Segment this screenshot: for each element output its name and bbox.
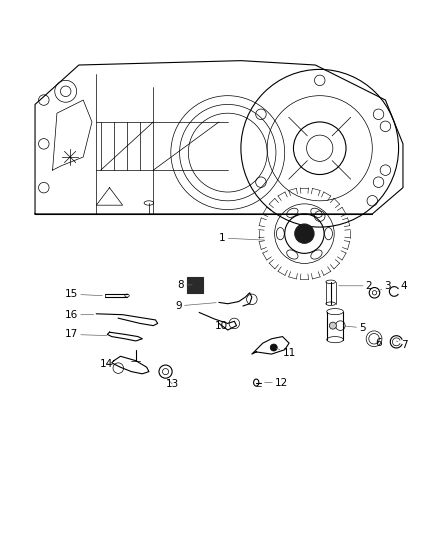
Text: 2: 2: [339, 281, 372, 291]
Text: 10: 10: [215, 321, 228, 330]
Text: 15: 15: [65, 289, 102, 299]
Text: 3: 3: [378, 281, 391, 292]
Text: 5: 5: [343, 323, 366, 333]
Text: 14: 14: [100, 359, 113, 369]
Text: 11: 11: [276, 348, 296, 358]
Text: 7: 7: [396, 341, 407, 350]
Text: 8: 8: [177, 280, 192, 290]
Circle shape: [270, 344, 277, 351]
Text: 12: 12: [265, 377, 288, 387]
Text: 17: 17: [65, 329, 107, 340]
Circle shape: [329, 322, 336, 329]
Text: 9: 9: [175, 301, 216, 311]
Text: 13: 13: [166, 379, 179, 389]
Bar: [187, 277, 203, 293]
Text: 16: 16: [65, 310, 94, 320]
Circle shape: [295, 224, 314, 243]
Text: 1: 1: [219, 233, 265, 243]
Text: 4: 4: [397, 281, 407, 291]
Text: 6: 6: [375, 338, 382, 348]
